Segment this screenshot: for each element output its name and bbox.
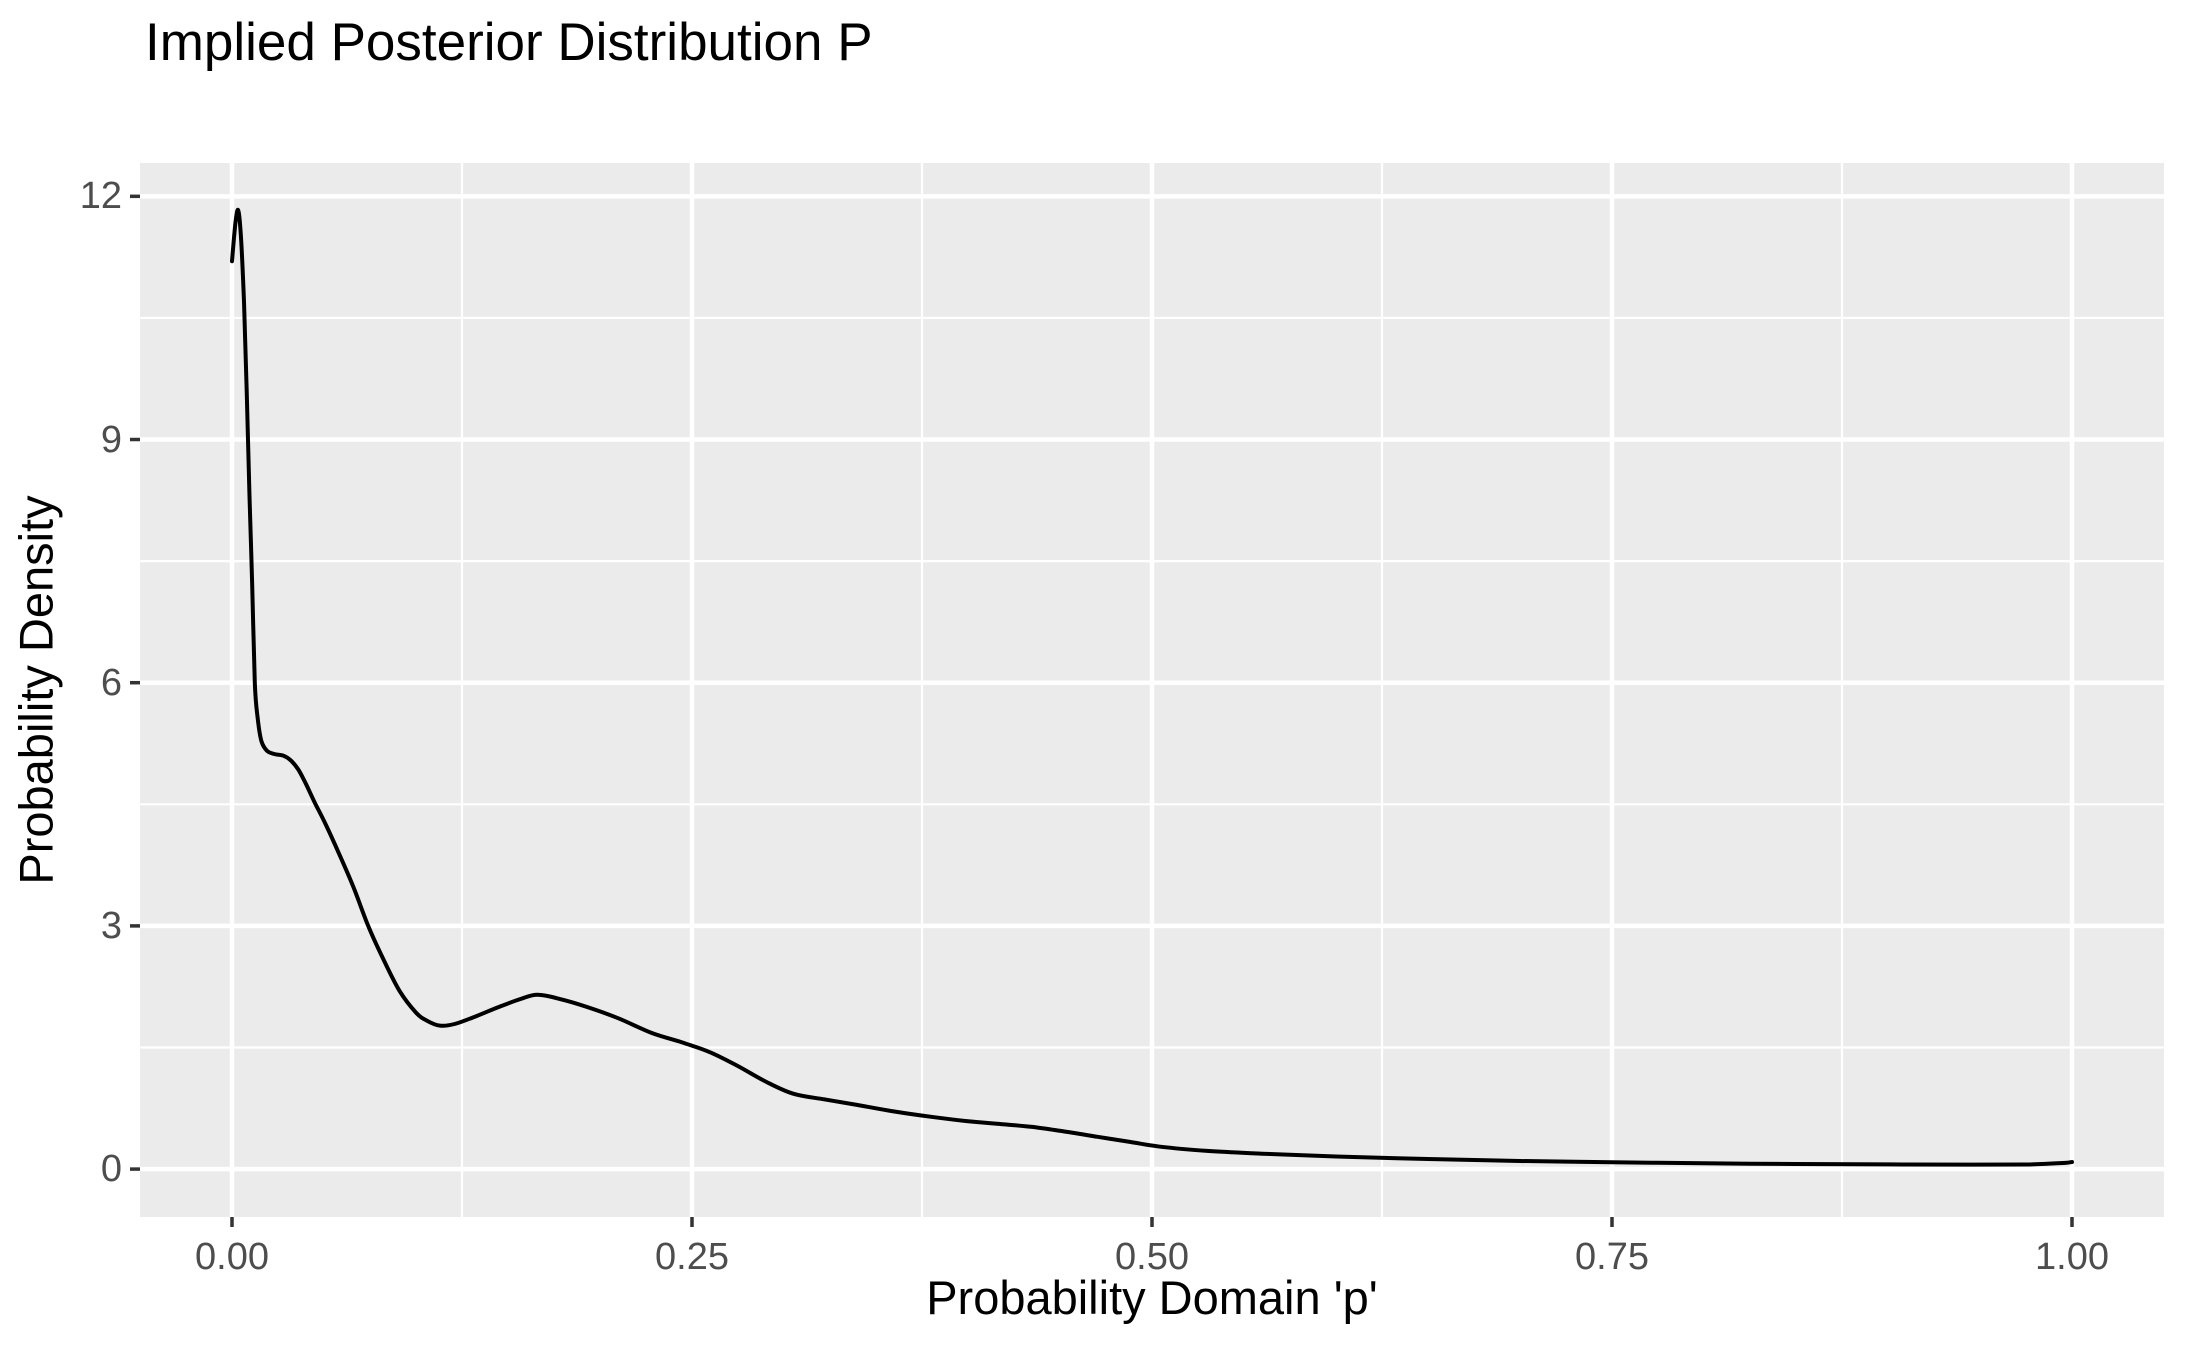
x-tick-label: 0.00 bbox=[195, 1236, 269, 1278]
x-tick-label: 0.75 bbox=[1575, 1236, 1649, 1278]
x-axis-title: Probability Domain 'p' bbox=[926, 1271, 1378, 1324]
y-tick-label: 0 bbox=[100, 1148, 122, 1191]
chart-title: Implied Posterior Distribution P bbox=[145, 13, 873, 72]
plot-panel bbox=[130, 163, 2164, 1227]
y-tick-label: 6 bbox=[100, 661, 122, 704]
density-curve bbox=[230, 207, 2074, 1167]
y-tick-label: 12 bbox=[79, 175, 122, 218]
x-tick-label: 0.50 bbox=[1115, 1236, 1189, 1278]
y-tick-label: 3 bbox=[100, 904, 122, 947]
y-tick-label: 9 bbox=[100, 418, 122, 461]
x-tick-label: 1.00 bbox=[2035, 1236, 2109, 1278]
x-tick-label: 0.25 bbox=[655, 1236, 729, 1278]
